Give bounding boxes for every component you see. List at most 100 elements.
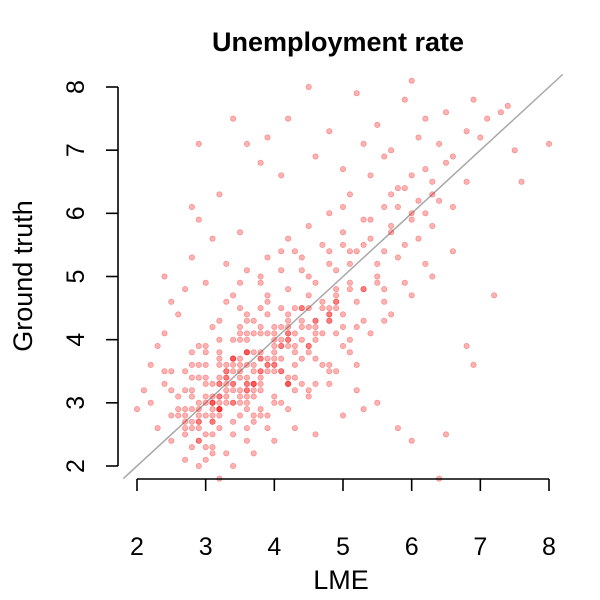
data-point [264, 292, 271, 299]
data-point [237, 323, 244, 330]
data-point [285, 286, 292, 293]
data-point [491, 292, 498, 299]
data-point [243, 380, 250, 387]
data-point [230, 418, 237, 425]
data-point [257, 374, 264, 381]
data-point [223, 368, 230, 375]
x-axis-label: LME [313, 565, 369, 595]
data-point [333, 286, 340, 293]
data-point [470, 361, 477, 368]
data-point [298, 355, 305, 362]
data-point [230, 292, 237, 299]
data-point [264, 412, 271, 419]
data-point [243, 387, 250, 394]
data-point [195, 437, 202, 444]
data-point [291, 305, 298, 312]
data-point [209, 399, 216, 406]
data-point [305, 84, 312, 91]
x-tick-label: 6 [405, 533, 419, 561]
data-point [216, 317, 223, 324]
data-point [312, 153, 319, 160]
x-tick-label: 8 [542, 533, 556, 561]
data-point [319, 305, 326, 312]
data-point [326, 380, 333, 387]
data-point [388, 229, 395, 236]
data-point [291, 374, 298, 381]
data-point [216, 374, 223, 381]
data-point [429, 191, 436, 198]
data-point [298, 380, 305, 387]
data-point [401, 185, 408, 192]
data-point [195, 374, 202, 381]
data-point [237, 229, 244, 236]
data-point [291, 349, 298, 356]
data-point [264, 254, 271, 261]
data-point [237, 279, 244, 286]
y-tick-label: 3 [62, 396, 90, 410]
data-point [216, 412, 223, 419]
data-point [339, 412, 346, 419]
data-point [216, 406, 223, 413]
data-point [285, 380, 292, 387]
data-point [271, 342, 278, 349]
data-point [271, 368, 278, 375]
data-point [243, 349, 250, 356]
data-point [271, 349, 278, 356]
data-point [195, 437, 202, 444]
data-point [429, 178, 436, 185]
data-point [291, 330, 298, 337]
data-point [237, 336, 244, 343]
data-point [195, 425, 202, 432]
data-point [168, 298, 175, 305]
x-tick-label: 5 [336, 533, 350, 561]
data-point [285, 317, 292, 324]
data-point [250, 393, 257, 400]
data-point [243, 387, 250, 394]
data-point [333, 305, 340, 312]
data-point [223, 374, 230, 381]
data-point [161, 273, 168, 280]
data-point [408, 210, 415, 217]
data-point [195, 418, 202, 425]
data-point [250, 387, 257, 394]
data-point [237, 368, 244, 375]
data-point [257, 368, 264, 375]
data-point [278, 248, 285, 255]
data-point [188, 418, 195, 425]
data-point [319, 330, 326, 337]
data-point [319, 241, 326, 248]
data-point [305, 349, 312, 356]
data-point [367, 330, 374, 337]
data-point [312, 431, 319, 438]
data-point [202, 361, 209, 368]
identity-reference-line [122, 73, 564, 480]
data-point [243, 317, 250, 324]
data-point [134, 406, 141, 413]
data-point [237, 393, 244, 400]
data-point [257, 330, 264, 337]
data-point [401, 96, 408, 103]
data-point [333, 298, 340, 305]
data-point [305, 393, 312, 400]
data-point [257, 159, 264, 166]
data-point [209, 418, 216, 425]
data-point [209, 399, 216, 406]
data-point [257, 368, 264, 375]
data-point [360, 286, 367, 293]
data-point [463, 178, 470, 185]
data-point [442, 159, 449, 166]
data-point [182, 368, 189, 375]
data-point [305, 342, 312, 349]
data-point [278, 305, 285, 312]
data-point [195, 361, 202, 368]
data-point [374, 273, 381, 280]
data-point [312, 317, 319, 324]
data-point [243, 349, 250, 356]
data-point [264, 311, 271, 318]
data-point [209, 399, 216, 406]
data-point [250, 349, 257, 356]
data-point [175, 412, 182, 419]
data-point [230, 399, 237, 406]
data-point [223, 260, 230, 267]
data-point [202, 399, 209, 406]
